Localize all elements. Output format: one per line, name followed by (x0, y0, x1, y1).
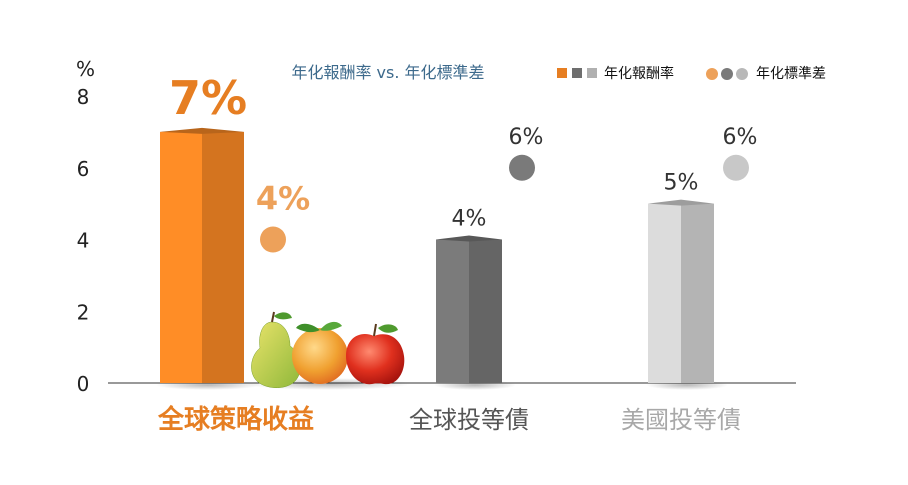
legend-swatch-bar-orange (557, 68, 567, 78)
legend-swatch-bar-light (587, 68, 597, 78)
bar-value-label: 5% (664, 171, 699, 196)
stddev-dots: 4% 6% 6% (256, 125, 758, 253)
apple-icon (346, 334, 405, 385)
bar (646, 199, 728, 390)
legend-label-stddev: 年化標準差 (756, 66, 826, 82)
legend-label-return: 年化報酬率 (604, 65, 674, 82)
y-tick-label: 2 (77, 300, 90, 324)
chart-title: 年化報酬率 vs. 年化標準差 (291, 63, 484, 82)
fruit-illustration (246, 311, 410, 390)
bar (434, 235, 516, 390)
x-axis-categories: 全球策略收益 全球投等債 美國投等債 (157, 404, 741, 435)
y-tick-label: 0 (77, 372, 90, 396)
stddev-dot (260, 226, 286, 253)
stddev-dot (509, 154, 535, 181)
bar-value-label: 4% (452, 207, 487, 232)
y-axis-ticks: 0 2 4 6 8 (77, 85, 90, 396)
legend-swatch-bar-dark (572, 68, 582, 78)
y-tick-label: 6 (77, 157, 90, 181)
category-label: 全球策略收益 (157, 404, 314, 435)
y-axis-label: % (76, 57, 95, 81)
stddev-dot (723, 154, 749, 181)
legend-swatch-dot-orange (706, 68, 718, 80)
y-tick-label: 4 (77, 229, 90, 253)
category-label: 美國投等債 (621, 406, 741, 434)
stddev-value-label: 4% (256, 180, 310, 218)
legend-swatch-dot-light (736, 68, 748, 80)
legend: 年化報酬率 年化標準差 (557, 65, 826, 82)
stddev-value-label: 6% (509, 125, 544, 150)
bars: 7% 4% 5% (155, 71, 728, 390)
bar (155, 127, 261, 390)
stddev-value-label: 6% (723, 125, 758, 150)
bar-value-label: 7% (169, 71, 247, 125)
y-tick-label: 8 (77, 85, 90, 109)
legend-swatch-dot-dark (721, 68, 733, 80)
peach-icon (292, 328, 348, 384)
category-label: 全球投等債 (409, 406, 529, 434)
pear-icon (251, 321, 301, 388)
